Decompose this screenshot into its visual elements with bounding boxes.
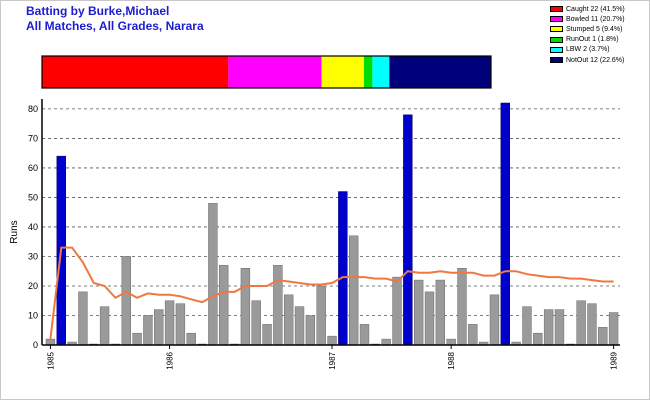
bar-innings-32	[392, 276, 402, 346]
bar-innings-11	[164, 300, 175, 346]
bar-innings-31	[381, 338, 391, 346]
bar-innings-39	[468, 324, 478, 346]
y-tick-label-30: 30	[28, 251, 38, 261]
legend-swatch-notout	[550, 57, 563, 64]
x-tick-label-1986: 1986	[166, 351, 175, 369]
bar-innings-37	[446, 338, 456, 346]
bar-innings-33	[403, 114, 413, 346]
y-tick-label-0: 0	[33, 340, 38, 350]
legend-label-runout: RunOut 1 (1.8%)	[566, 36, 619, 44]
dismissal-segment-1	[228, 56, 322, 88]
y-tick-label-60: 60	[28, 163, 38, 173]
bar-innings-51	[598, 327, 608, 346]
bar-innings-9	[143, 315, 153, 346]
bar-innings-20	[262, 324, 272, 346]
chart-title: Batting by Burke,Michael	[26, 4, 170, 18]
legend-item-stumped: Stumped 5 (9.4%)	[550, 24, 625, 34]
legend-label-notout: NotOut 12 (22.6%)	[566, 56, 625, 64]
y-tick-label-50: 50	[28, 192, 38, 202]
bar-innings-19	[251, 300, 261, 346]
legend: Caught 22 (41.5%) Bowled 11 (20.7%) Stum…	[550, 4, 625, 65]
legend-label-lbw: LBW 2 (3.7%)	[566, 46, 610, 54]
dismissal-segment-2	[321, 56, 364, 88]
bar-innings-42	[500, 102, 510, 346]
y-tick-label-80: 80	[28, 104, 38, 114]
bar-innings-21	[273, 265, 283, 346]
bar-innings-47	[554, 309, 565, 346]
bar-innings-23	[294, 306, 305, 346]
dismissal-bar-border	[41, 55, 492, 89]
legend-swatch-caught	[550, 6, 563, 13]
x-tick-label-1988: 1988	[447, 351, 456, 369]
bar-innings-13	[186, 332, 196, 346]
legend-item-caught: Caught 22 (41.5%)	[550, 4, 625, 14]
bar-innings-22	[284, 294, 294, 346]
legend-swatch-stumped	[550, 26, 563, 33]
bar-innings-29	[359, 324, 370, 346]
x-tick-label-1987: 1987	[328, 351, 337, 369]
bar-innings-44	[522, 306, 532, 346]
legend-label-bowled: Bowled 11 (20.7%)	[566, 15, 625, 23]
legend-item-notout: NotOut 12 (22.6%)	[550, 55, 625, 65]
bar-innings-45	[533, 332, 543, 346]
y-axis-label: Runs	[9, 220, 20, 243]
legend-swatch-bowled	[550, 16, 563, 23]
bar-innings-35	[424, 291, 435, 346]
bar-innings-7	[121, 256, 131, 346]
bar-innings-8	[132, 332, 142, 346]
y-tick-label-70: 70	[28, 133, 38, 143]
dismissal-segment-5	[389, 56, 491, 88]
bar-innings-26	[327, 335, 337, 346]
chart-subtitle: All Matches, All Grades, Narara	[26, 19, 204, 33]
bar-innings-34	[413, 279, 424, 346]
bar-innings-25	[316, 285, 326, 346]
legend-item-bowled: Bowled 11 (20.7%)	[550, 14, 625, 24]
bar-innings-18	[240, 268, 251, 346]
x-tick-label-1989: 1989	[610, 351, 619, 369]
bar-innings-16	[219, 265, 229, 346]
bar-innings-12	[175, 303, 186, 346]
y-tick-label-10: 10	[28, 310, 38, 320]
bar-innings-3	[78, 291, 88, 346]
legend-item-runout: RunOut 1 (1.8%)	[550, 35, 625, 45]
bar-innings-49	[576, 300, 586, 346]
y-tick-label-40: 40	[28, 222, 38, 232]
bar-innings-38	[457, 268, 467, 346]
legend-label-stumped: Stumped 5 (9.4%)	[566, 25, 623, 33]
bar-innings-10	[154, 309, 164, 346]
dismissal-segment-0	[42, 56, 229, 88]
bar-innings-46	[543, 309, 554, 346]
bar-innings-28	[348, 235, 359, 346]
dismissal-segment-4	[372, 56, 390, 88]
bar-innings-27	[338, 191, 348, 346]
x-tick-label-1985: 1985	[46, 351, 55, 369]
bar-innings-24	[305, 315, 316, 346]
average-line	[49, 246, 614, 340]
bar-innings-50	[587, 303, 597, 346]
legend-item-lbw: LBW 2 (3.7%)	[550, 45, 625, 55]
bar-innings-0	[45, 338, 56, 346]
bar-innings-52	[608, 312, 619, 346]
bar-innings-15	[208, 203, 218, 346]
dismissal-segment-3	[363, 56, 373, 88]
legend-swatch-lbw	[550, 46, 563, 53]
legend-swatch-runout	[550, 36, 563, 43]
y-tick-label-20: 20	[28, 281, 38, 291]
bar-innings-5	[99, 306, 110, 346]
legend-label-caught: Caught 22 (41.5%)	[566, 5, 625, 13]
bar-innings-41	[489, 294, 500, 346]
bar-innings-36	[435, 279, 446, 346]
